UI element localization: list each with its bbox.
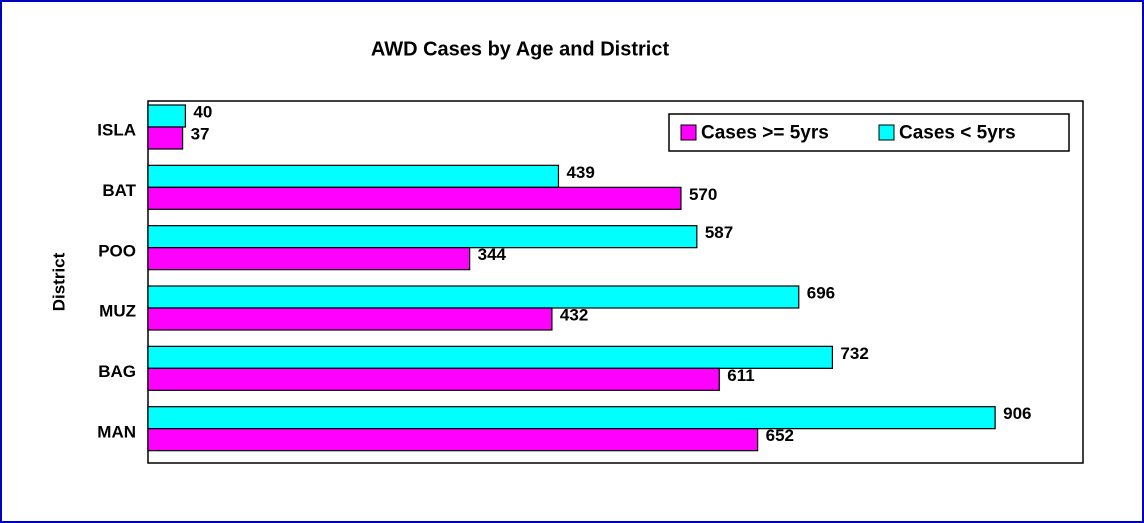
bar xyxy=(147,225,698,249)
bar xyxy=(147,104,187,128)
y-tick-label: MAN xyxy=(97,422,136,441)
y-axis-label: District xyxy=(49,252,68,311)
legend-label: Cases < 5yrs xyxy=(899,123,1016,144)
value-label: 439 xyxy=(566,163,594,182)
value-label: 570 xyxy=(689,185,717,204)
legend-swatch xyxy=(878,124,895,141)
chart-title: AWD Cases by Age and District xyxy=(371,38,670,60)
legend-box xyxy=(668,113,1070,152)
legend-label: Cases >= 5yrs xyxy=(701,123,829,144)
value-label: 611 xyxy=(727,366,754,385)
value-label: 906 xyxy=(1003,404,1031,423)
y-tick-label: POO xyxy=(98,241,136,260)
value-label: 432 xyxy=(560,305,588,324)
value-label: 587 xyxy=(705,223,733,242)
value-label: 37 xyxy=(191,124,210,143)
bar xyxy=(147,367,720,391)
bar xyxy=(147,164,560,188)
value-label: 696 xyxy=(807,283,835,302)
bar xyxy=(147,428,759,452)
plot-area xyxy=(147,100,1084,464)
bar xyxy=(147,406,996,430)
y-tick-label: BAT xyxy=(102,181,136,200)
y-tick-label: MUZ xyxy=(99,302,136,321)
bar xyxy=(147,186,682,210)
value-label: 40 xyxy=(193,102,212,121)
bar xyxy=(147,285,800,309)
bar xyxy=(147,247,471,271)
y-tick-label: BAG xyxy=(98,362,136,381)
y-tick-label: ISLA xyxy=(97,121,136,140)
value-label: 344 xyxy=(478,245,507,264)
value-label: 652 xyxy=(766,426,794,445)
legend-swatch xyxy=(680,124,697,141)
value-label: 732 xyxy=(840,344,868,363)
bar xyxy=(147,126,184,150)
bar xyxy=(147,307,553,331)
